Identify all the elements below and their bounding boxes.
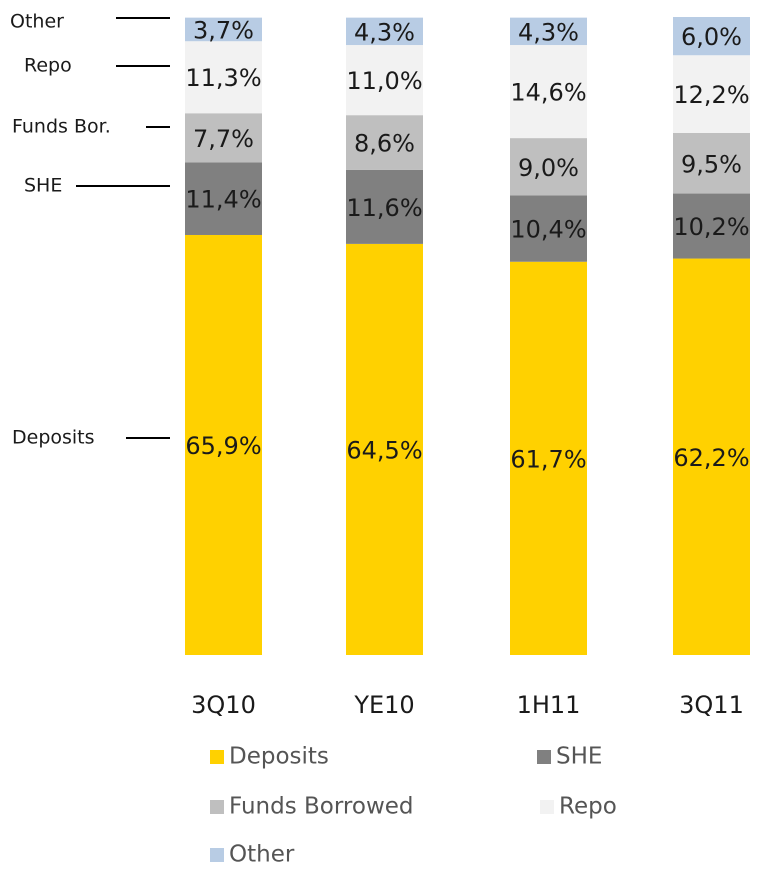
value-label: 10,2% <box>673 213 749 241</box>
legend-label: Other <box>229 842 295 868</box>
bar-segment <box>510 195 587 262</box>
value-label: 62,2% <box>673 444 749 472</box>
value-label: 4,3% <box>518 18 579 46</box>
bar-segment <box>185 41 262 114</box>
bar-segment <box>510 45 587 139</box>
x-tick-label: YE10 <box>353 691 414 719</box>
legend-label: SHE <box>556 744 602 770</box>
value-label: 7,7% <box>193 125 254 153</box>
value-label: 61,7% <box>510 445 586 473</box>
legend-label: Funds Borrowed <box>229 794 414 820</box>
value-label: 6,0% <box>681 23 742 51</box>
annotation: Deposits <box>12 427 95 449</box>
bar-segment <box>510 138 587 196</box>
bar-segment <box>510 17 587 46</box>
bar-segment <box>185 162 262 235</box>
x-tick-label: 1H11 <box>517 691 581 719</box>
value-label: 11,6% <box>346 194 422 222</box>
bar-segment <box>185 17 262 42</box>
bar-segment <box>185 234 262 655</box>
bar-segment <box>346 243 423 655</box>
annotation: Other <box>10 11 64 33</box>
legend-swatch <box>210 800 224 814</box>
annotation: Funds Bor. <box>12 116 111 138</box>
bar-segment <box>673 258 750 655</box>
bar-segment <box>673 55 750 133</box>
value-label: 11,3% <box>185 64 261 92</box>
value-label: 64,5% <box>346 436 422 464</box>
value-label: 10,4% <box>510 216 586 244</box>
x-tick-label: 3Q11 <box>679 691 744 719</box>
value-label: 11,0% <box>346 67 422 95</box>
value-label: 12,2% <box>673 81 749 109</box>
value-label: 4,3% <box>354 18 415 46</box>
x-tick-label: 3Q10 <box>191 691 256 719</box>
bar-segment <box>346 45 423 116</box>
value-label: 65,9% <box>185 432 261 460</box>
bar-segment <box>346 169 423 244</box>
value-label: 11,4% <box>185 186 261 214</box>
legend-label: Repo <box>559 794 617 820</box>
value-label: 14,6% <box>510 79 586 107</box>
legend-label: Deposits <box>229 744 329 770</box>
bar-segment <box>346 115 423 170</box>
legend-swatch <box>540 800 554 814</box>
legend-swatch <box>210 848 224 862</box>
value-label: 9,5% <box>681 150 742 178</box>
bar-segment <box>673 133 750 194</box>
bar-segment <box>185 113 262 163</box>
bar-segment <box>673 17 750 56</box>
bar-segment <box>346 17 423 46</box>
legend-swatch <box>537 750 551 764</box>
bar-segment <box>510 261 587 655</box>
bar-segment <box>673 193 750 259</box>
annotation: SHE <box>24 175 62 197</box>
value-label: 8,6% <box>354 130 415 158</box>
value-label: 3,7% <box>193 16 254 44</box>
legend-swatch <box>210 750 224 764</box>
value-label: 9,0% <box>518 154 579 182</box>
annotation: Repo <box>24 55 72 77</box>
